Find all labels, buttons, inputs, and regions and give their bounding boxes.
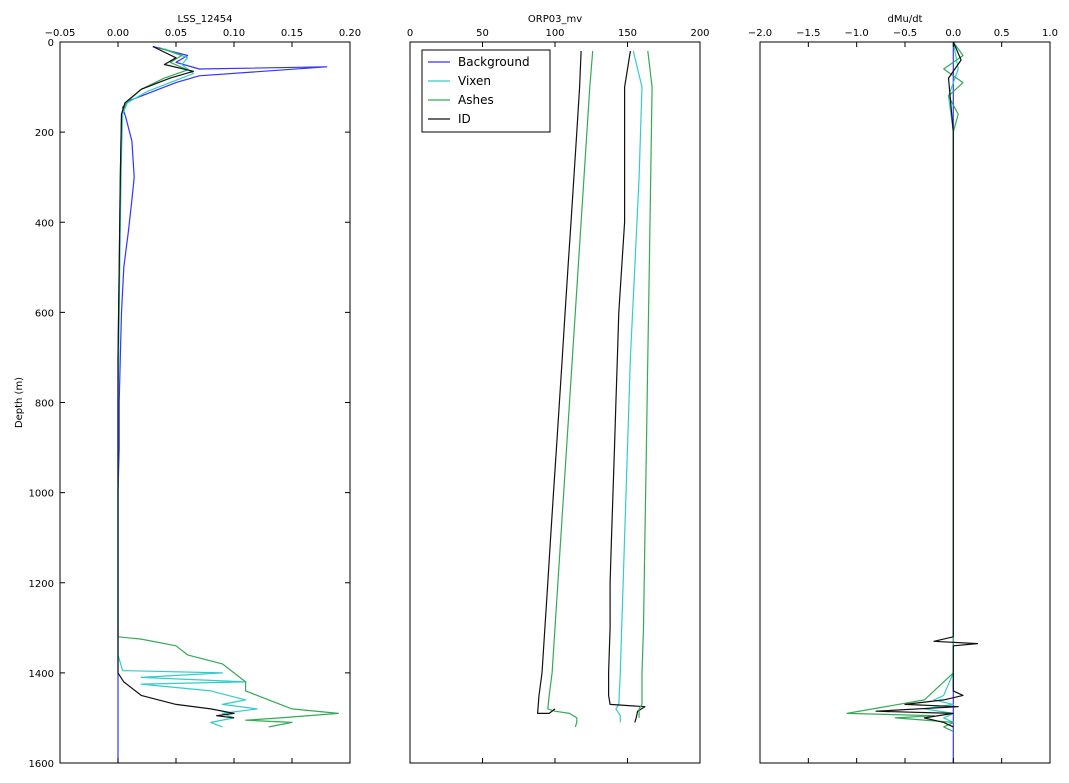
series-group — [117, 45, 339, 763]
legend-label-id: ID — [458, 112, 471, 126]
legend-box — [421, 49, 551, 133]
series-line-ashes — [638, 50, 653, 718]
x-axis-title: ORP03_mv — [528, 14, 582, 25]
series-group — [537, 50, 653, 728]
series-line-id — [537, 50, 582, 714]
series-line-vixen — [615, 50, 643, 723]
x-tick-label: −0.05 — [45, 28, 76, 39]
y-tick-label: 1200 — [29, 579, 54, 590]
x-tick-label: 50 — [476, 28, 489, 39]
x-tick-label: 0.10 — [223, 28, 245, 39]
y-tick-label: 400 — [35, 218, 54, 229]
x-tick-label: 0.00 — [107, 28, 129, 39]
chart-panel-lss-12454: −0.05 0.00 0.05 0.10 0.15 0.20 LSS_12454 0 200 40… — [14, 14, 361, 770]
x-tick-label: −1.0 — [845, 28, 869, 39]
x-axis-title: dMu/dt — [888, 14, 923, 25]
x-tick-label: 0.0 — [945, 28, 961, 39]
chart-panel-orp03-mv: 0 50 100 150 200 ORP03_mv Background Vixen Ashes… — [407, 14, 710, 764]
x-axis-title: LSS_12454 — [177, 14, 232, 25]
series-line-ashes — [547, 50, 594, 728]
legend-label-background: Background — [458, 55, 530, 69]
y-tick-label: 1600 — [29, 759, 54, 770]
x-tick-label: −1.5 — [796, 28, 820, 39]
x-tick-label: −0.5 — [893, 28, 917, 39]
series-line-id — [117, 45, 235, 719]
series-group — [846, 42, 979, 763]
y-tick-label: 800 — [35, 399, 54, 410]
y-tick-label: 200 — [35, 128, 54, 139]
x-tick-label: 150 — [618, 28, 637, 39]
series-line-id — [608, 50, 646, 723]
x-tick-label: 200 — [690, 28, 709, 39]
legend-label-ashes: Ashes — [458, 93, 494, 107]
legend: Background Vixen Ashes ID — [421, 49, 551, 133]
x-tick-label: 0 — [407, 28, 413, 39]
y-axis-title: Depth (m) — [14, 377, 25, 428]
x-tick-label: 0.05 — [165, 28, 187, 39]
x-tick-label: 100 — [545, 28, 564, 39]
y-tick-label: 1400 — [29, 669, 54, 680]
x-tick-label: 0.5 — [994, 28, 1010, 39]
x-tick-label: 1.0 — [1042, 28, 1058, 39]
legend-label-vixen: Vixen — [458, 74, 491, 88]
x-tick-label: −2.0 — [748, 28, 772, 39]
x-tick-label: 0.20 — [339, 28, 361, 39]
y-tick-label: 600 — [35, 308, 54, 319]
y-tick-label: 0 — [48, 38, 54, 49]
charts-group: −0.05 0.00 0.05 0.10 0.15 0.20LSS_12454020040… — [14, 14, 1058, 770]
series-line-id — [875, 42, 979, 728]
x-tick-label: 0.15 — [281, 28, 303, 39]
chart-panel-dmu-dt: −2.0 −1.5 −1.0 −0.5 0.0 0.5 1.0 dMu/dt — [748, 14, 1058, 764]
y-tick-label: 1000 — [29, 489, 54, 500]
